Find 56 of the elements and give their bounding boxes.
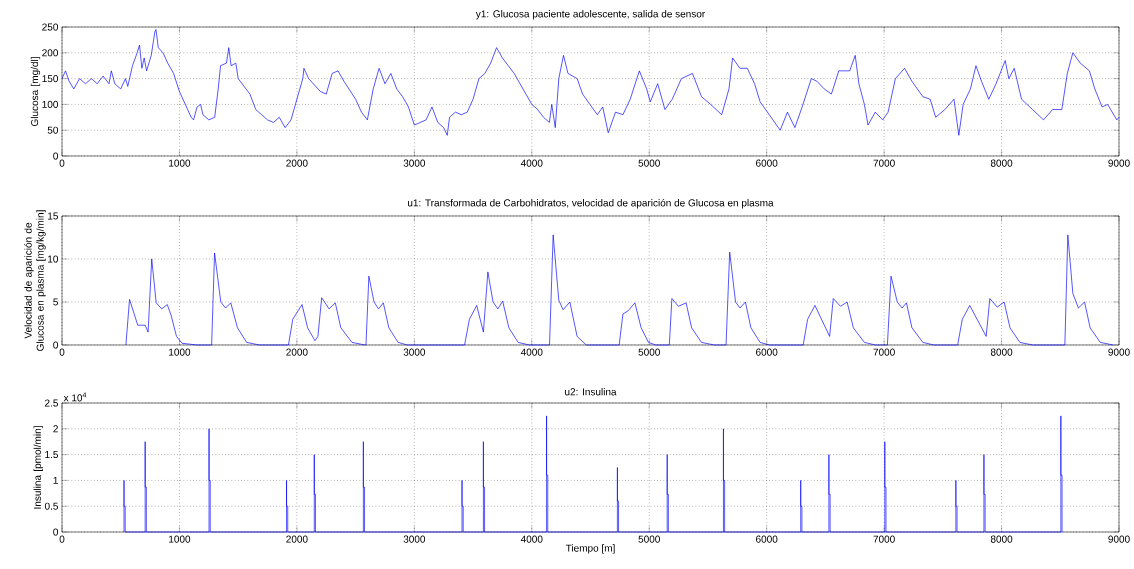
x-tick-label: 7000 [873, 535, 895, 543]
x-tick-label: 8000 [990, 159, 1013, 167]
y-tick-label: 200 [42, 49, 59, 57]
y-tick-label: 1 [53, 476, 58, 484]
x-tick-label: 5000 [638, 535, 660, 543]
y-tick-label: 0 [53, 152, 59, 160]
x-tick-label: 6000 [756, 159, 778, 167]
y-axis-title: Velocidad de aparición de Glucosa en plasma [mg/kg/min] [24, 210, 46, 351]
x-tick-label: 7000 [873, 348, 895, 356]
x-tick-label: 9000 [1108, 348, 1130, 356]
y-tick-label: 50 [47, 126, 59, 134]
y-tick-label: 0 [53, 528, 59, 536]
chart-title: y1: Glucosa paciente adolescente, salida de sensor [475, 10, 705, 20]
x-tick-label: 1000 [169, 159, 191, 167]
x-tick-label: 4000 [520, 159, 543, 167]
y-tick-label: 150 [42, 75, 59, 83]
x-tick-label: 1000 [169, 348, 191, 356]
x-tick-label: 2000 [286, 159, 308, 167]
text: x 10$^{4}$ [63, 392, 87, 402]
y-tick-label: 1.5 [45, 451, 58, 459]
x-tick-label: 2000 [286, 535, 308, 543]
x-tick-label: 6000 [756, 348, 778, 356]
y-tick-label: 15 [48, 212, 58, 220]
chart-title: u1: Transformada de Carbohidratos, velocidad de aparición de Glucosa en plasma [407, 198, 774, 209]
chart-title: u2: Insulina [565, 388, 617, 396]
x-tick-label: 9000 [1108, 535, 1130, 543]
x-tick-label: 3000 [403, 159, 426, 167]
y-tick-label: 0 [53, 341, 59, 349]
x-tick-label: 9000 [1108, 159, 1130, 167]
line-series [125, 234, 1114, 346]
y-tick-label: 250 [42, 23, 59, 31]
x-tick-label: 0 [59, 535, 65, 543]
y-tick-label: 100 [42, 100, 59, 108]
x-tick-label: 4000 [520, 348, 543, 356]
x-tick-label: 3000 [403, 348, 426, 356]
x-tick-label: 3000 [403, 535, 426, 543]
y-axis-title: Glucosa [mg/dl] [30, 57, 41, 127]
y-tick-label: 0.5 [44, 502, 58, 510]
y-axis-title: Insulina [pmol/min] [33, 426, 43, 509]
x-tick-label: 0 [59, 348, 65, 356]
x-tick-label: 1000 [169, 535, 191, 543]
x-tick-label: 2000 [286, 348, 308, 356]
x-tick-label: 8000 [990, 535, 1013, 543]
x-tick-label: 8000 [990, 348, 1013, 356]
y-tick-label: 10 [48, 255, 59, 263]
y-tick-label: 2 [53, 425, 58, 433]
x-tick-label: 5000 [638, 159, 660, 167]
x-tick-label: 6000 [756, 535, 778, 543]
x-axis-title: Tiempo [m] [565, 544, 615, 554]
x-tick-label: 5000 [638, 348, 660, 356]
x-tick-label: 0 [59, 159, 65, 167]
x-tick-label: 7000 [873, 159, 895, 167]
y-tick-label: 5 [53, 298, 58, 306]
y-tick-label: 2.5 [45, 399, 58, 407]
x-tick-label: 4000 [520, 535, 543, 543]
line-series [123, 415, 1063, 533]
